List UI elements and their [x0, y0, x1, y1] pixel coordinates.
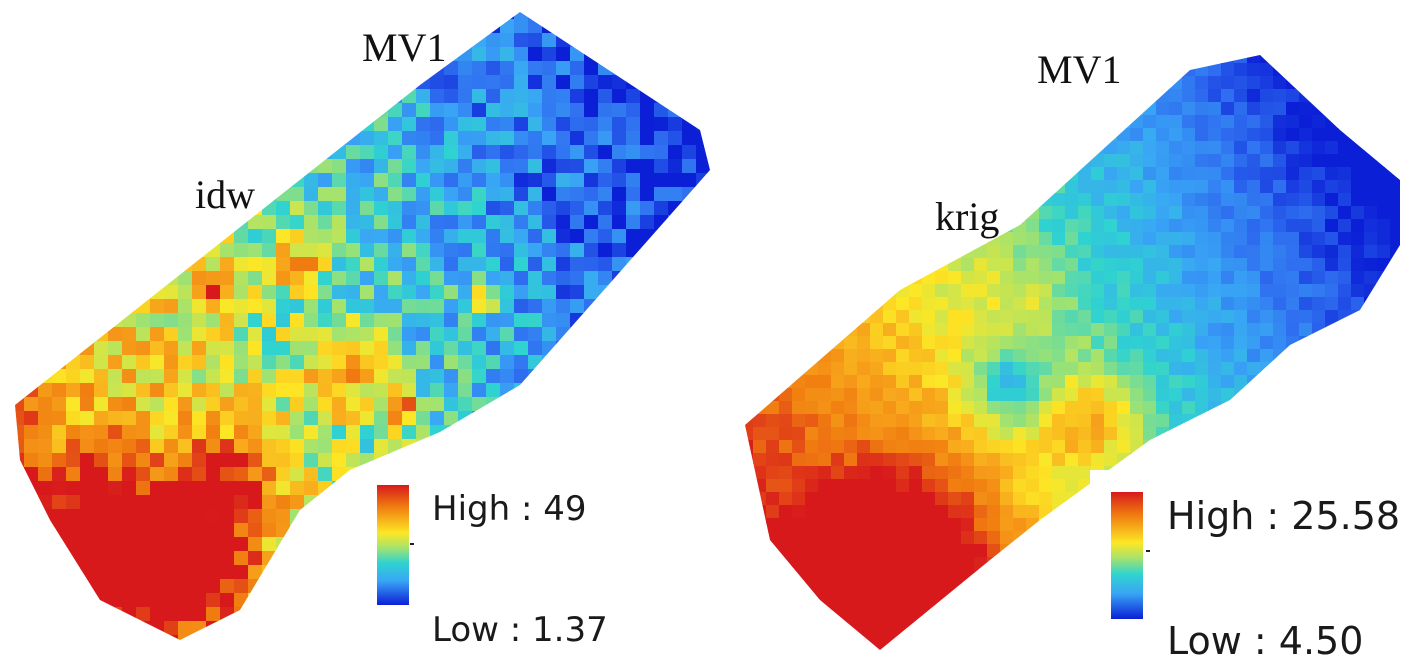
idw-method-label: idw	[195, 172, 255, 217]
idw-legend-low: Low : 1.37	[432, 610, 608, 650]
idw-legend-tick	[410, 543, 414, 545]
idw-variable-label: MV1	[362, 25, 447, 70]
idw-legend-panel	[360, 470, 680, 660]
idw-legend-high: High : 49	[432, 489, 587, 529]
krig-legend-high: High : 25.58	[1167, 494, 1401, 538]
krig-variable-label: MV1	[1037, 47, 1122, 92]
krig-legend-low: Low : 4.50	[1167, 619, 1364, 663]
krig-legend-colorbar	[1111, 492, 1143, 619]
krig-legend-tick	[1146, 550, 1150, 552]
idw-legend-colorbar	[377, 485, 409, 605]
krig-legend-panel	[1090, 470, 1417, 660]
krig-method-label: krig	[935, 194, 1000, 239]
